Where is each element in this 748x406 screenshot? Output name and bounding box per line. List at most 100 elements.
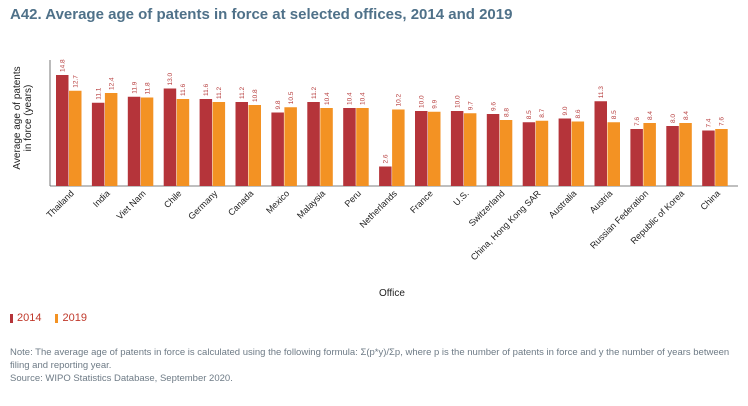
- value-label-2019-7: 10.4: [324, 92, 331, 105]
- value-label-2019-17: 8.4: [683, 111, 690, 120]
- value-label-2019-10: 9.9: [432, 99, 439, 108]
- value-label-2019-13: 8.7: [539, 108, 546, 117]
- bar-2014-9: [379, 166, 392, 186]
- bar-2019-8: [356, 108, 369, 186]
- source-text: Source: WIPO Statistics Database, Septem…: [10, 373, 233, 384]
- value-label-2019-14: 8.6: [575, 109, 582, 118]
- value-label-2014-12: 9.6: [490, 102, 497, 111]
- value-label-2019-5: 10.8: [252, 89, 259, 102]
- category-label-6: Mexico: [264, 188, 291, 215]
- legend-item-2019: 2019: [55, 312, 87, 324]
- value-label-2019-4: 11.2: [216, 86, 223, 99]
- value-label-2014-16: 7.6: [634, 117, 641, 126]
- category-label-7: Malaysia: [295, 188, 327, 220]
- legend: 2014 2019: [10, 312, 87, 324]
- bar-2014-12: [486, 114, 500, 186]
- legend-swatch-2019: [55, 313, 59, 323]
- value-label-2014-17: 8.0: [670, 114, 677, 123]
- bar-2019-10: [428, 111, 441, 186]
- bar-2019-0: [69, 90, 82, 186]
- bar-2014-17: [666, 126, 679, 186]
- category-label-10: France: [408, 188, 435, 215]
- value-label-2014-13: 8.5: [526, 110, 533, 119]
- legend-swatch-2014: [10, 313, 13, 323]
- value-label-2019-16: 8.4: [647, 111, 654, 120]
- bar-2014-10: [415, 111, 428, 186]
- bar-2019-5: [248, 105, 261, 186]
- value-label-2014-2: 11.9: [131, 81, 138, 94]
- value-label-2019-1: 12.4: [108, 77, 115, 90]
- bar-2019-6: [284, 107, 297, 186]
- bar-2019-11: [463, 113, 477, 186]
- value-label-2019-2: 11.8: [144, 82, 151, 95]
- value-label-2014-5: 11.2: [239, 86, 246, 99]
- bar-chart: Average age of patentsin force (years) Of…: [12, 59, 738, 299]
- bar-2014-18: [702, 130, 715, 186]
- value-label-2014-8: 10.4: [347, 92, 354, 105]
- chart-title: A42. Average age of patents in force at …: [10, 6, 513, 23]
- bar-2014-5: [235, 102, 248, 186]
- value-label-2014-10: 10.0: [419, 95, 426, 108]
- value-label-2019-0: 12.7: [73, 75, 80, 88]
- value-label-2014-0: 14.8: [60, 59, 67, 72]
- value-label-2019-3: 11.6: [180, 83, 187, 96]
- bar-2014-2: [127, 96, 141, 186]
- category-label-5: Canada: [226, 188, 255, 217]
- bar-2019-16: [643, 123, 656, 186]
- legend-label-2019: 2019: [62, 312, 87, 324]
- value-label-2014-4: 11.6: [203, 83, 210, 96]
- value-label-2014-3: 13.0: [167, 72, 174, 85]
- bar-2019-14: [571, 121, 585, 186]
- value-label-2014-11: 10.0: [454, 95, 461, 108]
- bar-2019-1: [104, 93, 118, 186]
- value-label-2019-8: 10.4: [360, 92, 367, 105]
- bar-2019-7: [320, 108, 333, 186]
- bar-2019-13: [535, 120, 549, 186]
- bar-2014-13: [522, 122, 536, 186]
- category-label-1: India: [91, 188, 112, 209]
- category-label-0: Thailand: [44, 188, 75, 219]
- bar-2014-6: [271, 112, 284, 186]
- chart-note: Note: The average age of patents in forc…: [10, 346, 738, 385]
- value-label-2014-15: 11.3: [598, 86, 605, 99]
- y-axis-label: Average age of patentsin force (years): [12, 66, 34, 169]
- bar-2019-15: [607, 122, 620, 186]
- value-label-2014-6: 9.8: [275, 100, 282, 109]
- category-label-14: Australia: [547, 188, 579, 220]
- value-label-2019-6: 10.5: [288, 91, 295, 104]
- bar-2014-11: [450, 111, 464, 186]
- bar-2019-18: [715, 129, 728, 186]
- bar-2019-12: [499, 120, 513, 186]
- value-label-2019-15: 8.5: [611, 110, 618, 119]
- note-text: Note: The average age of patents in forc…: [10, 347, 730, 371]
- value-label-2014-7: 11.2: [311, 86, 318, 99]
- bar-2014-8: [343, 108, 356, 186]
- bar-2014-1: [91, 102, 105, 186]
- category-label-8: Peru: [343, 188, 364, 209]
- bar-2014-15: [594, 101, 607, 186]
- category-label-2: Viet Nam: [115, 188, 148, 221]
- bar-2014-4: [199, 99, 213, 186]
- bar-2019-17: [679, 123, 692, 186]
- value-label-2014-9: 2.6: [383, 154, 390, 163]
- category-label-13: China, Hong Kong SAR: [469, 188, 543, 262]
- category-label-3: Chile: [162, 188, 184, 210]
- bar-2014-14: [558, 118, 572, 186]
- bar-2014-0: [56, 75, 69, 186]
- category-label-15: Austria: [588, 188, 615, 215]
- x-axis-label: Office: [379, 288, 405, 299]
- bar-2019-2: [140, 97, 154, 186]
- value-label-2019-11: 9.7: [467, 101, 474, 110]
- category-label-18: China: [698, 188, 722, 212]
- bar-2019-3: [176, 99, 190, 186]
- value-label-2014-1: 11.1: [95, 87, 102, 100]
- value-label-2019-9: 10.2: [396, 93, 403, 106]
- category-label-9: Netherlands: [358, 188, 400, 230]
- bar-2014-16: [630, 129, 643, 186]
- legend-label-2014: 2014: [17, 312, 42, 324]
- legend-item-2014: 2014: [10, 312, 41, 324]
- category-label-4: Germany: [186, 188, 220, 222]
- bar-2014-3: [163, 88, 177, 186]
- bar-2014-7: [307, 102, 320, 186]
- bar-2019-9: [392, 109, 405, 186]
